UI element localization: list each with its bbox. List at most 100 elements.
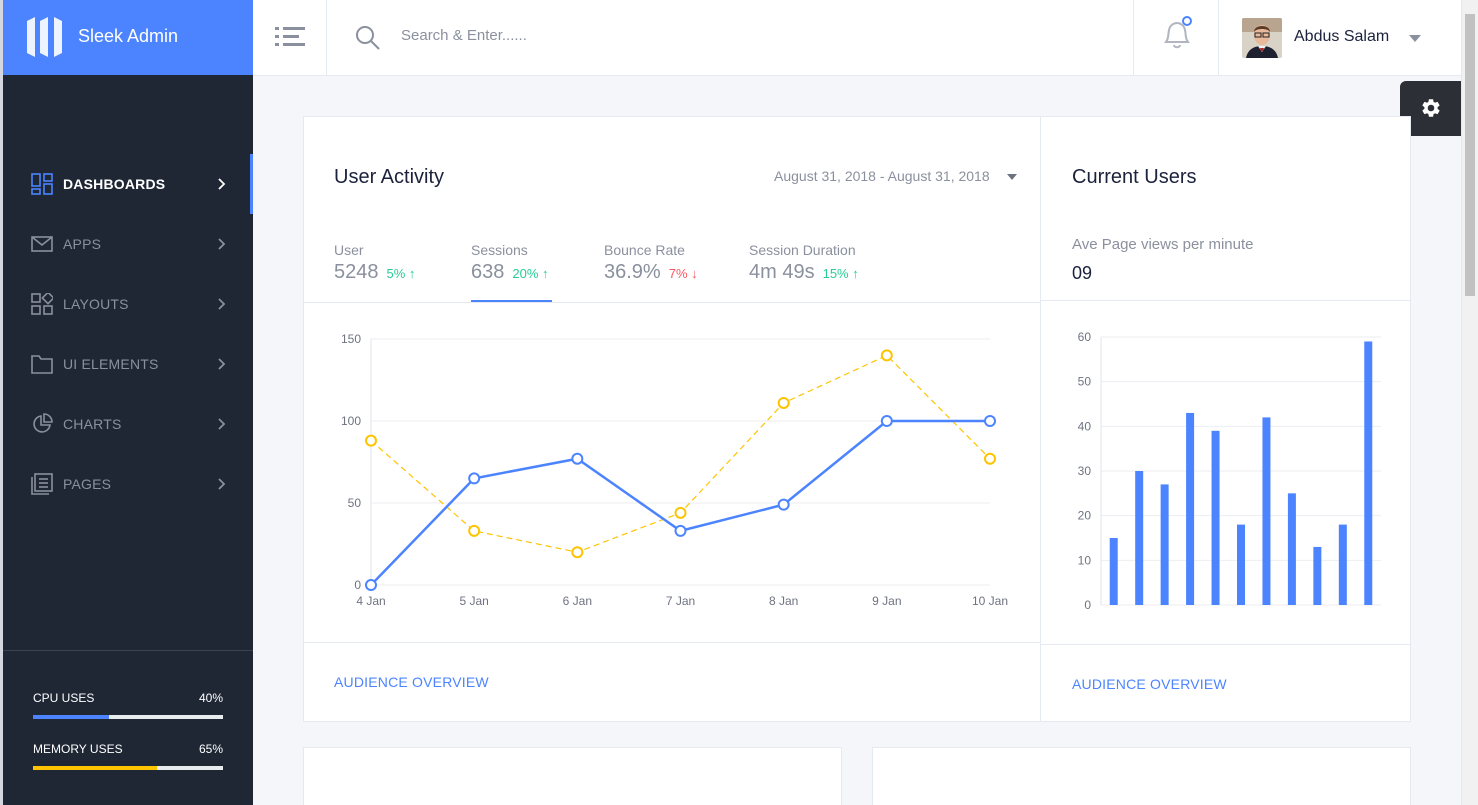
delta-value: 7% bbox=[668, 266, 688, 281]
tab-delta: 5% ↑ bbox=[387, 266, 416, 281]
y-tick-label: 10 bbox=[1078, 553, 1092, 567]
sidebar-item-pages[interactable]: PAGES bbox=[3, 454, 253, 514]
brand-name: Sleek Admin bbox=[78, 26, 179, 46]
data-point bbox=[674, 524, 687, 537]
tab-value: 4m 49s bbox=[749, 261, 815, 283]
data-point bbox=[571, 452, 584, 465]
y-tick-label: 150 bbox=[341, 332, 361, 346]
sidebar: Sleek Admin DASHBOARDS APPS LAYOUTS bbox=[0, 0, 253, 805]
user-name: Abdus Salam bbox=[1294, 28, 1390, 45]
x-tick-label: 4 Jan bbox=[356, 594, 385, 608]
sidebar-footer: CPU USES 40% MEMORY USES 65% bbox=[3, 650, 253, 805]
chevron-right-icon bbox=[218, 478, 226, 490]
sidebar-item-label: CHARTS bbox=[63, 416, 122, 432]
page-views-value: 09 bbox=[1072, 263, 1093, 283]
pages-icon bbox=[31, 473, 53, 495]
chevron-right-icon bbox=[218, 178, 226, 190]
data-point bbox=[571, 546, 584, 559]
gear-icon bbox=[1422, 99, 1440, 117]
tab-label: Session Duration bbox=[749, 242, 856, 258]
data-point bbox=[468, 472, 481, 485]
cpu-progress-fill bbox=[33, 715, 109, 719]
tab-sessions[interactable]: Sessions 638 20% ↑ bbox=[471, 242, 552, 302]
x-tick-label: 7 Jan bbox=[666, 594, 695, 608]
layouts-icon bbox=[31, 293, 53, 315]
brand[interactable]: Sleek Admin bbox=[3, 0, 253, 75]
y-tick-label: 0 bbox=[1084, 598, 1091, 612]
delta-value: 15% bbox=[822, 266, 849, 281]
series-line-previous bbox=[370, 354, 991, 553]
notifications-button[interactable] bbox=[1133, 0, 1219, 75]
top-header: Abdus Salam bbox=[253, 0, 1461, 76]
caret-down-icon bbox=[1409, 35, 1421, 42]
user-menu[interactable]: Abdus Salam bbox=[1219, 0, 1461, 75]
memory-progress-bar bbox=[33, 766, 223, 770]
y-tick-label: 30 bbox=[1078, 464, 1092, 478]
current-users-card: Current Users Ave Page views per minute … bbox=[1040, 116, 1411, 722]
sidebar-item-label: UI ELEMENTS bbox=[63, 356, 159, 372]
tab-value: 638 bbox=[471, 261, 505, 283]
tab-user[interactable]: User 5248 5% ↑ bbox=[334, 242, 415, 302]
bar bbox=[1338, 524, 1347, 605]
chevron-right-icon bbox=[218, 358, 226, 370]
tab-delta: 15% ↑ bbox=[823, 266, 859, 281]
data-point bbox=[468, 524, 481, 537]
data-point bbox=[984, 452, 996, 465]
scrollbar-thumb[interactable] bbox=[1465, 14, 1475, 296]
divider bbox=[1041, 644, 1410, 645]
bar bbox=[1237, 524, 1245, 605]
divider bbox=[304, 302, 1040, 303]
sidebar-item-apps[interactable]: APPS bbox=[3, 214, 253, 274]
sidebar-nav: DASHBOARDS APPS LAYOUTS UI ELEMENTS bbox=[3, 154, 253, 514]
sidebar-item-charts[interactable]: CHARTS bbox=[3, 394, 253, 454]
search-icon[interactable] bbox=[355, 25, 381, 51]
arrow-up-icon: ↑ bbox=[542, 266, 549, 281]
y-tick-label: 60 bbox=[1078, 330, 1092, 344]
audience-overview-link[interactable]: AUDIENCE OVERVIEW bbox=[1072, 676, 1227, 692]
sidebar-item-dashboards[interactable]: DASHBOARDS bbox=[3, 154, 253, 214]
x-tick-label: 10 Jan bbox=[972, 594, 1008, 608]
sidebar-toggle-button[interactable] bbox=[253, 0, 327, 75]
bar bbox=[1186, 412, 1195, 605]
tab-bounce-rate[interactable]: Bounce Rate 36.9% 7% ↓ bbox=[604, 242, 698, 302]
chevron-right-icon bbox=[218, 238, 226, 250]
y-tick-label: 50 bbox=[348, 496, 362, 510]
date-range-text: August 31, 2018 - August 31, 2018 bbox=[774, 168, 990, 184]
divider bbox=[1041, 300, 1410, 301]
card-title: Current Users bbox=[1072, 166, 1197, 188]
search-bar bbox=[327, 0, 1133, 75]
page-scrollbar[interactable] bbox=[1461, 0, 1478, 805]
x-tick-label: 6 Jan bbox=[563, 594, 592, 608]
bar bbox=[1135, 471, 1144, 605]
tab-label: Sessions bbox=[471, 242, 528, 258]
chevron-right-icon bbox=[218, 418, 226, 430]
bottom-left-card bbox=[303, 747, 842, 805]
sidebar-item-ui-elements[interactable]: UI ELEMENTS bbox=[3, 334, 253, 394]
pie-chart-icon bbox=[33, 413, 53, 433]
arrow-up-icon: ↑ bbox=[408, 266, 416, 281]
folder-icon bbox=[31, 355, 53, 374]
cpu-label: CPU USES bbox=[33, 691, 95, 705]
tab-value: 5248 bbox=[334, 261, 379, 283]
sidebar-item-layouts[interactable]: LAYOUTS bbox=[3, 274, 253, 334]
bottom-right-card bbox=[872, 747, 1411, 805]
search-input[interactable] bbox=[401, 27, 801, 44]
menu-list-icon bbox=[275, 27, 305, 46]
data-point bbox=[984, 415, 996, 427]
dashboard-icon bbox=[31, 173, 53, 195]
memory-meter: MEMORY USES 65% bbox=[33, 742, 223, 770]
audience-overview-link[interactable]: AUDIENCE OVERVIEW bbox=[334, 674, 489, 690]
delta-value: 20% bbox=[512, 266, 539, 281]
tab-session-duration[interactable]: Session Duration 4m 49s 15% ↑ bbox=[749, 242, 859, 302]
y-tick-label: 50 bbox=[1078, 375, 1092, 389]
cpu-value: 40% bbox=[198, 691, 223, 705]
user-activity-line-chart: 0 50 100 150 4 Jan 5 Jan 6 Jan 7 Jan 8 Jan 9 Jan 1… bbox=[341, 332, 1008, 608]
bar bbox=[1313, 546, 1322, 605]
data-point bbox=[777, 396, 790, 409]
caret-down-icon bbox=[1006, 173, 1017, 180]
memory-value: 65% bbox=[198, 742, 223, 756]
y-tick-label: 20 bbox=[1078, 509, 1092, 523]
cpu-meter: CPU USES 40% bbox=[33, 691, 223, 719]
date-range-picker[interactable]: August 31, 2018 - August 31, 2018 bbox=[774, 168, 1018, 184]
bar bbox=[1262, 417, 1271, 605]
